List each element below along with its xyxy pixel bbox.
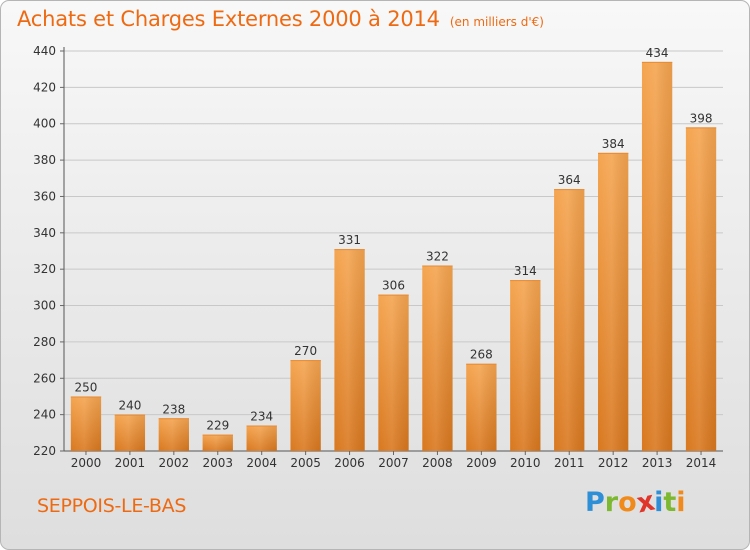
y-tick-label: 220 xyxy=(33,444,56,458)
data-labels: 250 240 238 229 234 270 331 306 322 268 314 364 384 4… xyxy=(75,46,713,433)
title-text: Achats et Charges Externes 2000 à 2014 xyxy=(17,7,440,31)
chart-title: Achats et Charges Externes 2000 à 2014 (e… xyxy=(17,7,544,31)
data-label-2012: 384 xyxy=(602,137,625,151)
bar-shine-2006 xyxy=(334,249,365,451)
x-tick-label: 2013 xyxy=(642,456,673,470)
y-tick-label: 400 xyxy=(33,117,56,131)
y-tick-label: 280 xyxy=(33,335,56,349)
logo-letter: t xyxy=(663,487,677,518)
bar-shine-2004 xyxy=(246,425,277,451)
commune-name: SEPPOIS-LE-BAS xyxy=(37,495,187,517)
y-tick-label: 300 xyxy=(33,299,56,313)
data-label-2004: 234 xyxy=(250,410,273,424)
data-label-2003: 229 xyxy=(206,419,229,433)
bar-shine-2002 xyxy=(158,418,189,451)
bar-shine-2012 xyxy=(598,152,629,451)
bar-shine-2008 xyxy=(422,265,453,451)
bar-shine-2007 xyxy=(378,294,409,451)
bar-shine-2001 xyxy=(114,414,146,451)
bar-shine-2005 xyxy=(290,360,321,451)
logo-letter: i xyxy=(676,487,686,518)
logo-letter: o xyxy=(618,487,637,518)
bars xyxy=(70,61,717,452)
data-label-2013: 434 xyxy=(646,46,669,60)
data-label-2008: 322 xyxy=(426,250,449,264)
y-tick-label: 320 xyxy=(33,262,56,276)
data-label-2001: 240 xyxy=(118,399,141,413)
x-tick-label: 2012 xyxy=(598,456,629,470)
logo-letter: r xyxy=(604,487,619,518)
data-label-2002: 238 xyxy=(162,402,185,416)
bar-shine-2003 xyxy=(202,434,233,451)
bar-shine-2011 xyxy=(554,189,585,451)
bar-shine-2000 xyxy=(70,396,102,451)
bar-shine-2013 xyxy=(641,61,673,452)
proxiti-logo[interactable]: Proxiti xyxy=(585,486,686,520)
x-tick-label: 2009 xyxy=(466,456,497,470)
data-label-2010: 314 xyxy=(514,264,537,278)
y-tick-label: 420 xyxy=(33,80,56,94)
x-tick-label: 2014 xyxy=(686,456,717,470)
y-tick-label: 360 xyxy=(33,189,56,203)
data-label-2005: 270 xyxy=(294,344,317,358)
chart-subtitle: (en milliers d'€) xyxy=(449,15,544,29)
x-tick-label: 2008 xyxy=(422,456,453,470)
data-label-2006: 331 xyxy=(338,233,361,247)
y-axis-ticks: 220 240 260 280 300 320 340 360 380 400 420 440 xyxy=(33,44,64,458)
data-label-2011: 364 xyxy=(558,173,581,187)
y-tick-label: 340 xyxy=(33,226,56,240)
x-tick-label: 2005 xyxy=(290,456,321,470)
bar-shine-2010 xyxy=(510,280,541,451)
bar-shine-2009 xyxy=(466,363,497,451)
x-tick-label: 2001 xyxy=(115,456,146,470)
data-label-2007: 306 xyxy=(382,279,405,293)
x-tick-label: 2011 xyxy=(554,456,585,470)
y-tick-label: 240 xyxy=(33,408,56,422)
x-tick-label: 2004 xyxy=(246,456,277,470)
logo-letter: P xyxy=(585,487,605,518)
x-tick-label: 2000 xyxy=(71,456,102,470)
y-tick-label: 380 xyxy=(33,153,56,167)
x-tick-label: 2002 xyxy=(159,456,190,470)
y-tick-label: 260 xyxy=(33,371,56,385)
x-tick-label: 2007 xyxy=(378,456,409,470)
x-axis-ticks: 2000 2001 2002 2003 2004 2005 2006 2007 2008 2009… xyxy=(71,451,717,470)
x-tick-label: 2006 xyxy=(334,456,365,470)
bar-shine-2014 xyxy=(685,127,717,451)
data-label-2014: 398 xyxy=(690,111,713,125)
y-tick-label: 440 xyxy=(33,44,56,58)
data-label-2000: 250 xyxy=(75,380,98,394)
x-tick-label: 2010 xyxy=(510,456,541,470)
logo-letter: i xyxy=(654,487,664,518)
x-tick-label: 2003 xyxy=(202,456,233,470)
data-label-2009: 268 xyxy=(470,348,493,362)
